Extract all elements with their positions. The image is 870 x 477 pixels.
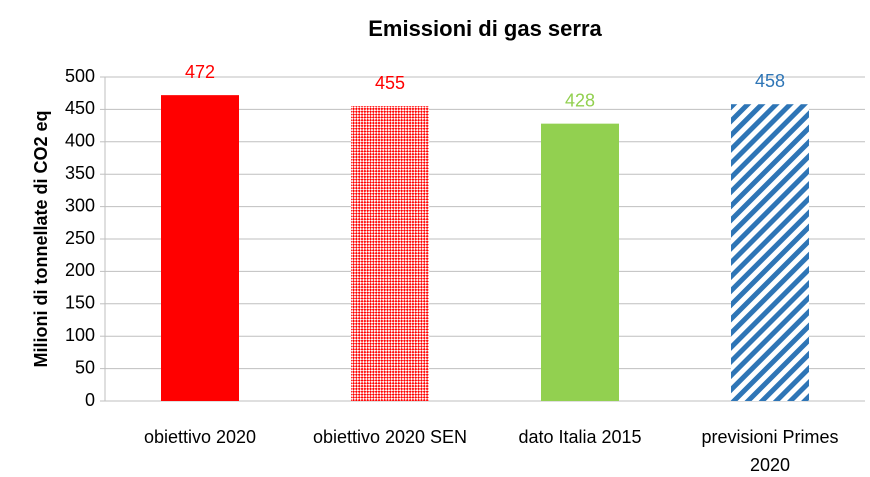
y-tick-label: 250 xyxy=(65,228,95,248)
y-tick-label: 400 xyxy=(65,131,95,151)
y-tick-label: 100 xyxy=(65,325,95,345)
bar xyxy=(541,123,619,401)
x-tick-label: obiettivo 2020 xyxy=(143,427,257,447)
value-label: 428 xyxy=(565,90,595,110)
y-tick-label: 50 xyxy=(75,357,95,377)
value-label: 472 xyxy=(185,62,215,82)
bar xyxy=(351,106,429,401)
value-label: 458 xyxy=(755,71,785,91)
x-tick-label: previsioni Primes 2020 xyxy=(701,427,839,475)
y-tick-label: 450 xyxy=(65,98,95,118)
x-tick-label: dato Italia 2015 xyxy=(518,427,642,447)
y-tick-label: 200 xyxy=(65,260,95,280)
y-tick-label: 500 xyxy=(65,66,95,86)
y-tick-label: 350 xyxy=(65,163,95,183)
y-tick-label: 300 xyxy=(65,195,95,215)
y-axis-label: Milioni di tonnellate di CO2 eq xyxy=(31,110,51,367)
y-tick-label: 150 xyxy=(65,293,95,313)
x-tick-label: obiettivo 2020 SEN xyxy=(312,427,468,447)
bar xyxy=(731,104,809,401)
bar xyxy=(161,95,239,402)
chart-title: Emissioni di gas serra xyxy=(368,16,602,41)
y-tick-label: 0 xyxy=(85,390,95,410)
value-label: 455 xyxy=(375,73,405,93)
